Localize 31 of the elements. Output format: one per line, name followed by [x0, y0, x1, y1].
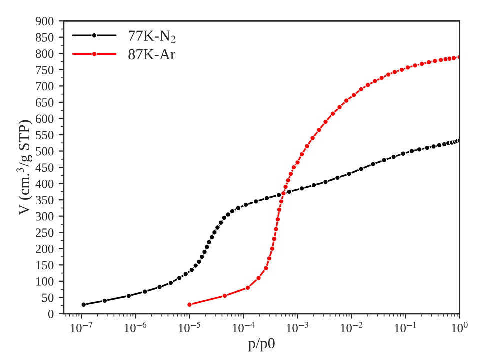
x-tick-label: 10$^{−6}$	[124, 322, 147, 332]
y-tick-label: 700	[36, 82, 54, 91]
y-tick-label: 450	[36, 164, 54, 172]
y-tick-label: 550	[36, 131, 54, 140]
legend-label: 77K-N$_{2}$	[129, 30, 176, 43]
y-tick-label: 300	[36, 212, 54, 221]
y-tick-label: 500	[36, 147, 54, 156]
y-tick-label: 650	[36, 98, 54, 107]
y-tick-label: 600	[36, 114, 54, 124]
x-tick-label: 10$^{−1}$	[395, 322, 416, 332]
y-tick-label: 0	[48, 310, 54, 318]
x-axis-title: p/p0	[248, 338, 275, 352]
y-axis-title: V (cm.$^{3}$/g STP)	[16, 120, 33, 216]
y-tick-label: 150	[36, 261, 54, 270]
legend-label: 87K-Ar	[128, 49, 176, 60]
y-tick-label: 850	[36, 33, 54, 42]
y-tick-label: 750	[36, 66, 54, 74]
y-tick-label: 400	[36, 180, 54, 188]
y-tick-label: 50	[42, 294, 54, 302]
x-tick-label: 10$^{0}$	[452, 322, 468, 332]
x-tick-label: 10$^{−7}$	[70, 322, 92, 332]
y-tick-label: 350	[36, 196, 54, 205]
y-tick-label: 800	[36, 50, 54, 58]
x-tick-label: 10$^{−3}$	[287, 322, 308, 332]
y-tick-label: 900	[36, 17, 54, 26]
x-tick-label: 10$^{−2}$	[341, 322, 363, 332]
x-tick-label: 10$^{−4}$	[233, 322, 255, 332]
x-tick-label: 10$^{−5}$	[178, 322, 200, 332]
y-tick-label: 100	[36, 277, 54, 286]
y-tick-label: 200	[36, 244, 54, 254]
y-tick-label: 250	[36, 228, 54, 238]
